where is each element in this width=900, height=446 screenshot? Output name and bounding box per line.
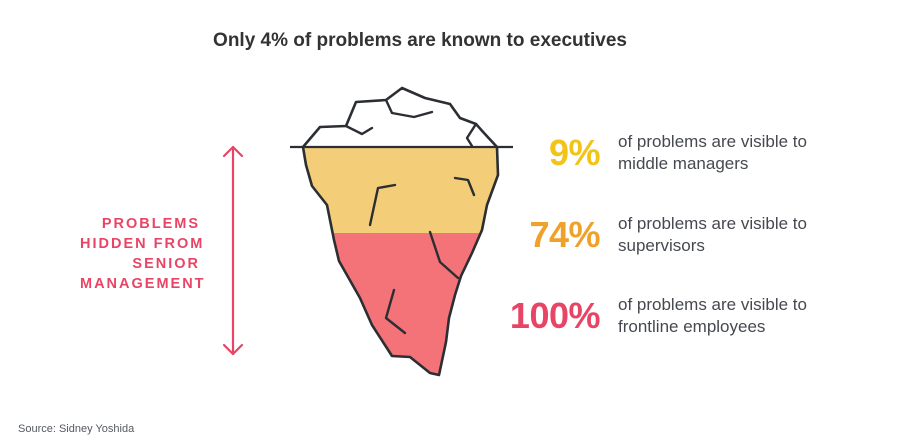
- iceberg-outline: [301, 86, 500, 377]
- stat-percentage: 9%: [548, 132, 601, 173]
- source-note: Source: Sidney Yoshida: [18, 423, 135, 435]
- double-arrow: [222, 145, 244, 356]
- stat-description: of problems are visible to supervisors: [618, 214, 807, 255]
- stat-description: of problems are visible to middle manage…: [618, 132, 807, 173]
- stat-middle-managers: 9% of problems are visible to middle man…: [500, 131, 807, 175]
- stat-frontline-employees: 100% of problems are visible to frontlin…: [500, 294, 807, 338]
- stat-supervisors: 74% of problems are visible to superviso…: [500, 213, 807, 257]
- iceberg-middle-band: [303, 147, 498, 233]
- iceberg-bottom-band: [303, 233, 498, 375]
- iceberg-detail-lines: [344, 98, 478, 335]
- stat-percentage: 74%: [529, 214, 600, 255]
- page-title: Only 4% of problems are known to executi…: [213, 30, 627, 51]
- stat-description: of problems are visible to frontline emp…: [618, 295, 807, 336]
- hidden-problems-label: PROBLEMS HIDDEN FROM SENIOR MANAGEMENT: [80, 216, 206, 292]
- stat-percentage: 100%: [509, 295, 601, 336]
